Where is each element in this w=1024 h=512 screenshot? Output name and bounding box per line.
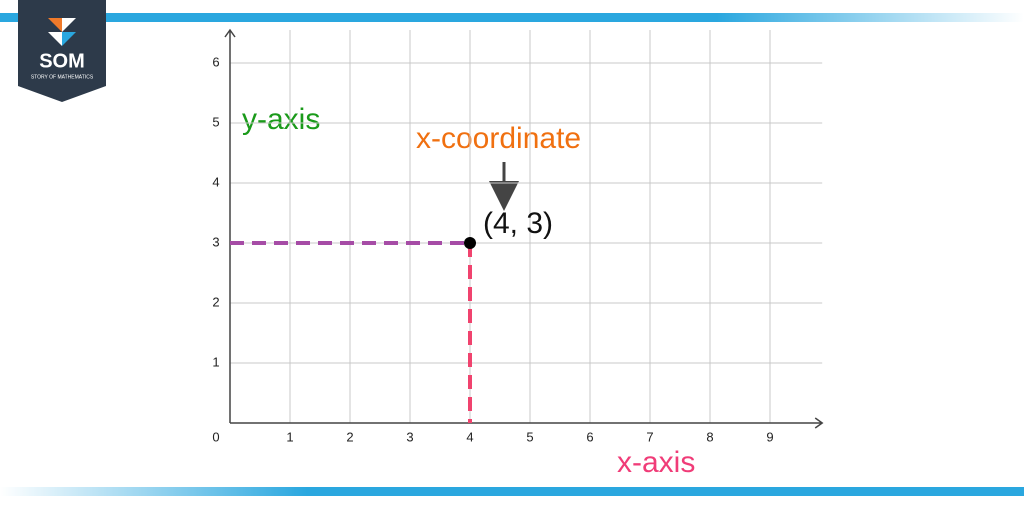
x-axis-annotation: x-axis — [617, 446, 695, 479]
y-tick-label: 1 — [212, 354, 219, 369]
y-tick-label: 5 — [212, 114, 219, 129]
y-axis — [224, 28, 236, 423]
y-tick-label: 6 — [212, 54, 219, 69]
logo-tagline: STORY OF MATHEMATICS — [31, 74, 94, 80]
x-tick-label: 7 — [646, 429, 653, 444]
x-tick-label: 4 — [466, 429, 473, 444]
point — [464, 237, 476, 249]
y-tick-label: 3 — [212, 234, 219, 249]
x-axis — [230, 417, 824, 429]
x-tick-label: 5 — [526, 429, 533, 444]
x-tick-label: 1 — [286, 429, 293, 444]
x-coordinate-annotation: x-coordinate — [416, 122, 581, 155]
logo-name: SOM — [39, 50, 85, 72]
x-tick-label: 8 — [706, 429, 713, 444]
point-label: (4, 3) — [483, 207, 553, 240]
x-tick-label: 9 — [766, 429, 773, 444]
x-tick-label: 3 — [406, 429, 413, 444]
y-tick-label: 2 — [212, 294, 219, 309]
x-tick-label: 0 — [212, 429, 219, 444]
top-band — [0, 13, 1024, 22]
bottom-band — [0, 487, 1024, 496]
y-tick-label: 4 — [212, 174, 219, 189]
logo: SOM STORY OF MATHEMATICS — [18, 0, 106, 102]
x-tick-label: 2 — [346, 429, 353, 444]
x-tick-label: 6 — [586, 429, 593, 444]
y-axis-annotation: y-axis — [242, 103, 320, 136]
